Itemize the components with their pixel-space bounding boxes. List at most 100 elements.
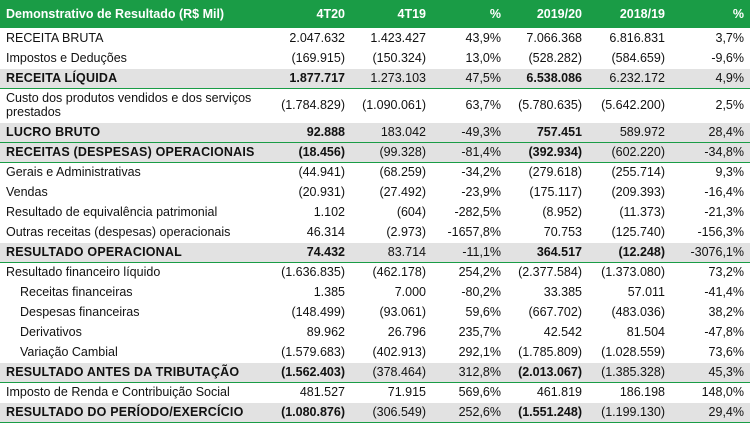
cell-2019-20: 33.385 <box>507 282 588 303</box>
row-label: Imposto de Renda e Contribuição Social <box>0 382 271 403</box>
cell-4t20: (169.915) <box>271 48 351 69</box>
row-label: Outras receitas (despesas) operacionais <box>0 222 271 243</box>
row-label: RESULTADO DO PERÍODO/EXERCÍCIO <box>0 401 271 423</box>
cell-pct-quarter: -282,5% <box>432 202 507 223</box>
cell-pct-year: -41,4% <box>671 282 750 303</box>
table-row-total: RESULTADO OPERACIONAL 74.432 83.714 -11,… <box>0 241 750 263</box>
cell-pct-quarter: -23,9% <box>432 182 507 203</box>
table-row: Gerais e Administrativas (44.941) (68.25… <box>0 162 750 183</box>
row-label: Despesas financeiras <box>0 302 271 323</box>
cell-2018-19: 81.504 <box>588 322 671 343</box>
cell-2018-19: (1.373.080) <box>588 262 671 283</box>
table-row-total: RECEITAS (DESPESAS) OPERACIONAIS (18.456… <box>0 141 750 163</box>
cell-2018-19: 186.198 <box>588 382 671 403</box>
row-label: RESULTADO ANTES DA TRIBUTAÇÃO <box>0 361 271 383</box>
cell-4t19: (1.090.061) <box>351 88 432 123</box>
cell-4t19: (93.061) <box>351 302 432 323</box>
col-header-2018-19: 2018/19 <box>619 7 665 21</box>
cell-pct-year: -9,6% <box>671 48 750 69</box>
cell-4t20: 1.385 <box>271 282 351 303</box>
cell-pct-quarter: -80,2% <box>432 282 507 303</box>
table-row-total: LUCRO BRUTO 92.888 183.042 -49,3% 757.45… <box>0 121 750 143</box>
cell-2018-19: (483.036) <box>588 302 671 323</box>
row-label: Receitas financeiras <box>0 282 271 303</box>
cell-2019-20: (528.282) <box>507 48 588 69</box>
cell-2018-19: (11.373) <box>588 202 671 223</box>
cell-pct-quarter: -49,3% <box>432 121 507 143</box>
cell-2019-20: (8.952) <box>507 202 588 223</box>
cell-2018-19: (12.248) <box>588 241 671 263</box>
cell-pct-year: 28,4% <box>671 121 750 143</box>
row-label: Derivativos <box>0 322 271 343</box>
table-row: Custo dos produtos vendidos e dos serviç… <box>0 88 750 123</box>
cell-4t19: (99.328) <box>351 141 432 163</box>
cell-pct-quarter: 235,7% <box>432 322 507 343</box>
table-row-sub: Variação Cambial (1.579.683) (402.913) 2… <box>0 342 750 363</box>
cell-pct-quarter: 13,0% <box>432 48 507 69</box>
col-header-2019-20: 2019/20 <box>536 7 582 21</box>
cell-4t19: 83.714 <box>351 241 432 263</box>
col-header-pct-year: % <box>732 7 744 21</box>
cell-2018-19: (125.740) <box>588 222 671 243</box>
cell-pct-year: 73,6% <box>671 342 750 363</box>
cell-2018-19: (1.028.559) <box>588 342 671 363</box>
cell-pct-year: -16,4% <box>671 182 750 203</box>
cell-4t20: 2.047.632 <box>271 28 351 49</box>
cell-4t20: (1.784.829) <box>271 88 351 123</box>
cell-2019-20: (2.013.067) <box>507 361 588 383</box>
cell-pct-year: -156,3% <box>671 222 750 243</box>
table-row-sub: Derivativos 89.962 26.796 235,7% 42.542 … <box>0 322 750 343</box>
table-row: Resultado de equivalência patrimonial 1.… <box>0 202 750 223</box>
cell-2018-19: (209.393) <box>588 182 671 203</box>
cell-4t19: 26.796 <box>351 322 432 343</box>
row-label: Vendas <box>0 182 271 203</box>
cell-2018-19: (255.714) <box>588 162 671 183</box>
row-label: Custo dos produtos vendidos e dos serviç… <box>0 88 271 123</box>
cell-pct-quarter: 292,1% <box>432 342 507 363</box>
cell-4t20: 481.527 <box>271 382 351 403</box>
table-body: RECEITA BRUTA 2.047.632 1.423.427 43,9% … <box>0 28 750 423</box>
cell-4t19: (2.973) <box>351 222 432 243</box>
cell-4t20: 92.888 <box>271 121 351 143</box>
cell-2019-20: (279.618) <box>507 162 588 183</box>
cell-4t19: (27.492) <box>351 182 432 203</box>
row-label: Resultado de equivalência patrimonial <box>0 202 271 223</box>
row-label: RECEITAS (DESPESAS) OPERACIONAIS <box>0 141 271 163</box>
table-header: Demonstrativo de Resultado (R$ Mil) 4T20… <box>0 0 750 28</box>
table-row: Imposto de Renda e Contribuição Social 4… <box>0 382 750 403</box>
cell-4t20: (1.579.683) <box>271 342 351 363</box>
cell-4t19: (378.464) <box>351 361 432 383</box>
cell-2018-19: 589.972 <box>588 121 671 143</box>
cell-2019-20: (1.785.809) <box>507 342 588 363</box>
cell-4t20: (18.456) <box>271 141 351 163</box>
table-row-total: RESULTADO DO PERÍODO/EXERCÍCIO (1.080.87… <box>0 401 750 423</box>
cell-2018-19: (5.642.200) <box>588 88 671 123</box>
cell-2019-20: 364.517 <box>507 241 588 263</box>
cell-pct-year: 73,2% <box>671 262 750 283</box>
cell-pct-year: 2,5% <box>671 88 750 123</box>
cell-pct-year: 3,7% <box>671 28 750 49</box>
cell-4t19: (68.259) <box>351 162 432 183</box>
cell-pct-quarter: -11,1% <box>432 241 507 263</box>
table-title: Demonstrativo de Resultado (R$ Mil) <box>6 7 225 21</box>
cell-pct-quarter: 254,2% <box>432 262 507 283</box>
cell-pct-year: 45,3% <box>671 361 750 383</box>
cell-pct-quarter: -81,4% <box>432 141 507 163</box>
table-row-sub: Despesas financeiras (148.499) (93.061) … <box>0 302 750 323</box>
row-label: RESULTADO OPERACIONAL <box>0 241 271 263</box>
cell-2018-19: 57.011 <box>588 282 671 303</box>
cell-2019-20: 42.542 <box>507 322 588 343</box>
cell-4t19: (306.549) <box>351 401 432 423</box>
header-row: Demonstrativo de Resultado (R$ Mil) 4T20… <box>0 0 750 28</box>
table-row: Vendas (20.931) (27.492) -23,9% (175.117… <box>0 182 750 203</box>
cell-pct-quarter: 569,6% <box>432 382 507 403</box>
cell-2019-20: 6.538.086 <box>507 67 588 89</box>
table-row: Resultado financeiro líquido (1.636.835)… <box>0 262 750 283</box>
cell-pct-quarter: 43,9% <box>432 28 507 49</box>
cell-2019-20: (667.702) <box>507 302 588 323</box>
cell-2018-19: 6.232.172 <box>588 67 671 89</box>
cell-pct-quarter: 312,8% <box>432 361 507 383</box>
cell-pct-year: 9,3% <box>671 162 750 183</box>
row-label: RECEITA BRUTA <box>0 28 271 49</box>
